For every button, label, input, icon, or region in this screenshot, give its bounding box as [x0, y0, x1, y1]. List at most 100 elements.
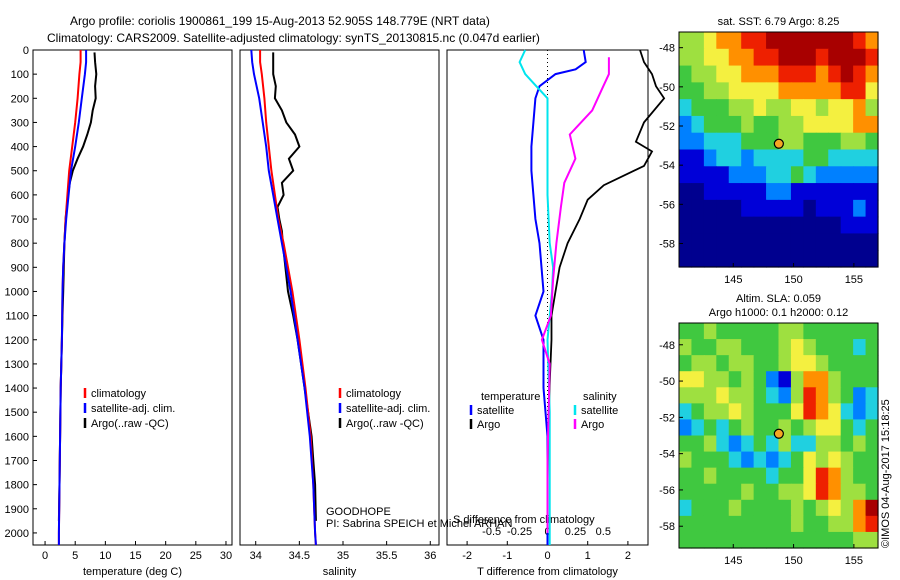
sla-map-cell — [703, 323, 717, 340]
sla-map-cell — [803, 499, 817, 517]
sla-map-cell — [691, 419, 705, 437]
sst-map-cell — [691, 199, 705, 218]
sst-map-cell — [728, 82, 742, 100]
salinity-diff-tick-label: 0.25 — [565, 526, 586, 538]
sst-map-cell — [840, 32, 854, 50]
legend-label: Argo — [477, 419, 500, 431]
sst-map-frame — [678, 31, 879, 268]
sla-map-cell — [803, 371, 817, 388]
depth-tick-label: 1500 — [5, 407, 29, 419]
sla-map-cell — [790, 403, 804, 421]
sst-map-cell — [840, 149, 854, 167]
sst-map-cell — [803, 99, 817, 117]
temperature-xtick-label: 20 — [160, 550, 172, 562]
sla-map-cell — [741, 483, 755, 501]
sla-map-cell — [790, 499, 804, 517]
sst-map-cell — [815, 82, 829, 100]
sst-map-cell — [840, 166, 854, 184]
sla-map-cell — [828, 355, 842, 372]
sla-map-cell — [778, 515, 792, 533]
sla-map-cell — [741, 515, 755, 533]
sst-map-cell — [716, 65, 730, 83]
sst-map-cell — [790, 48, 804, 67]
sst-map-cell — [803, 250, 817, 268]
sla-map-cell — [728, 403, 742, 421]
sla-map-cell — [753, 483, 767, 501]
temperature-xtick-label: 15 — [129, 550, 141, 562]
sst-map-cell — [691, 166, 705, 184]
sst-map-cell — [679, 65, 693, 83]
sla-map-cell — [741, 451, 755, 469]
sla-map-cell — [828, 451, 842, 469]
sla-map-cell — [778, 435, 792, 453]
sst-map-cell — [865, 32, 879, 50]
sst-map-cell — [840, 250, 854, 268]
sst-map-cell — [691, 99, 705, 117]
sla-map-cell — [790, 339, 804, 356]
sst-map-cell — [790, 233, 804, 251]
sst-map-cell — [703, 149, 717, 167]
sla-map-cell — [679, 531, 693, 549]
sst-map-cell — [753, 115, 767, 134]
sst-map-cell — [753, 166, 767, 184]
sla-map-cell — [703, 515, 717, 533]
sla-map-cell — [728, 435, 742, 453]
sst-map-cell — [691, 149, 705, 167]
sla-map-cell — [828, 387, 842, 404]
sla-map-cell — [790, 419, 804, 437]
sla-map-cell — [741, 355, 755, 372]
sla-map-cell — [790, 355, 804, 372]
sla-map-cell — [728, 323, 742, 340]
sst-map-cell — [865, 132, 879, 151]
sst-map-cell — [790, 250, 804, 268]
sst-map-cell — [828, 32, 842, 50]
sst-map-cell — [703, 32, 717, 50]
sst-map-cell — [853, 132, 867, 151]
temperature-panel: 0100200300400500600700800900100011001200… — [5, 45, 233, 578]
sst-map-cell — [828, 149, 842, 167]
sst-map-cell — [853, 82, 867, 100]
sst-map-cell — [790, 199, 804, 218]
sst-map-cell — [703, 99, 717, 117]
depth-tick-label: 1900 — [5, 504, 29, 516]
salinity-diff-axis-label: S difference from climatology — [453, 514, 595, 526]
sst-map-cell — [865, 183, 879, 201]
sla-map-cell — [840, 371, 854, 388]
sla-map-cell — [803, 355, 817, 372]
sla-map-cell — [703, 451, 717, 469]
sst-map-cell — [766, 149, 780, 167]
sst-map-cell — [778, 183, 792, 201]
sst-map-cell — [840, 183, 854, 201]
sla-map-cell — [840, 403, 854, 421]
sla-map-cell — [716, 483, 730, 501]
legend-label: Argo(..raw -QC) — [91, 418, 169, 430]
sla-map-cell — [766, 451, 780, 469]
sst-map-cell — [766, 32, 780, 50]
sst-map-cell — [728, 48, 742, 67]
sst-map-cell — [778, 166, 792, 184]
difference-xlabel: T difference from climatology — [477, 566, 618, 578]
sst-map-cell — [679, 115, 693, 134]
sla-map-cell — [691, 371, 705, 388]
sst-map-cell — [753, 233, 767, 251]
salinity-argo-diff-line — [540, 57, 610, 533]
sst-map-cell — [741, 132, 755, 151]
sst-map-cell — [778, 216, 792, 235]
sla-map-cell — [865, 323, 879, 340]
temperature-frame — [32, 49, 233, 546]
sst-map-cell — [853, 199, 867, 218]
sla-map-cell — [865, 467, 879, 485]
sst-map-cell — [778, 32, 792, 50]
sst-map-cell — [803, 199, 817, 218]
sla-map-cell — [716, 323, 730, 340]
sla-map-cell — [840, 499, 854, 517]
temperature-xtick-label: 0 — [42, 550, 48, 562]
sla-map-cell — [703, 339, 717, 356]
sla-map-cell — [741, 403, 755, 421]
difference-panel: -2 -1 0 1 2 T difference from climatology -0.5… — [446, 49, 666, 578]
sst-map-cell — [741, 115, 755, 134]
sst-map-cell — [865, 216, 879, 235]
salinity-diff-tick-label: -0.5 — [482, 526, 501, 538]
sla-map-ytick-label: -48 — [659, 340, 675, 352]
